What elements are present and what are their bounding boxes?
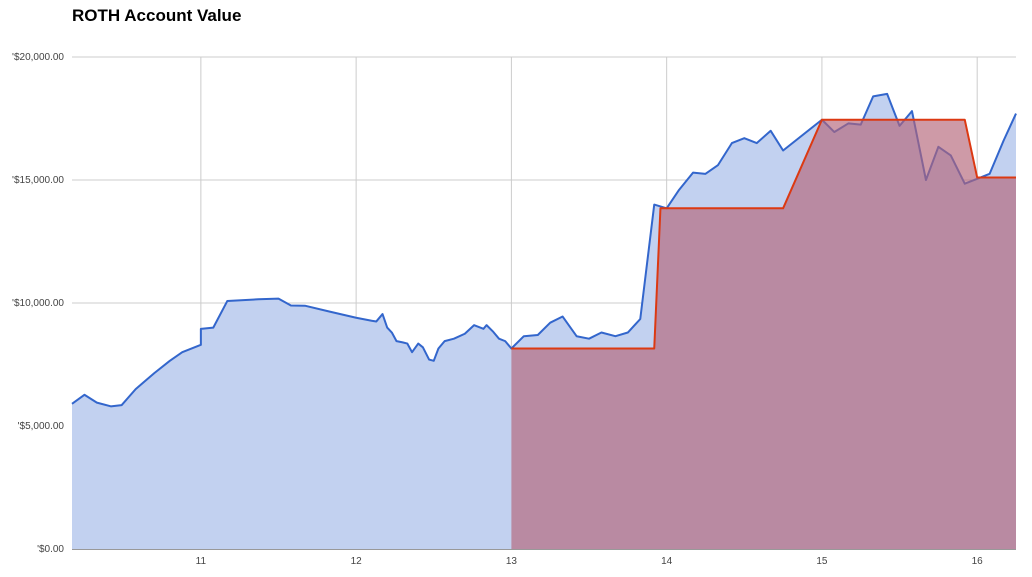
y-tick-label: '$20,000.00 (12, 52, 64, 63)
chart-title: ROTH Account Value (72, 6, 242, 25)
x-tick-label: 11 (196, 556, 207, 567)
x-tick-label: 12 (351, 556, 363, 567)
y-tick-label: '$10,000.00 (12, 298, 64, 309)
y-tick-label: '$5,000.00 (18, 421, 65, 432)
y-tick-label: '$0.00 (37, 544, 64, 555)
x-tick-label: 14 (661, 556, 673, 567)
x-tick-label: 16 (972, 556, 984, 567)
series-layer (71, 92, 1017, 550)
x-tick-label: 13 (506, 556, 518, 567)
y-tick-label: '$15,000.00 (12, 175, 64, 186)
series-2-area (511, 119, 1016, 549)
x-tick-label: 15 (816, 556, 828, 567)
series-2-line (511, 118, 1016, 350)
tick-labels: '$0.00 '$5,000.00 '$10,000.00 '$15,000.00 '$… (12, 52, 983, 567)
